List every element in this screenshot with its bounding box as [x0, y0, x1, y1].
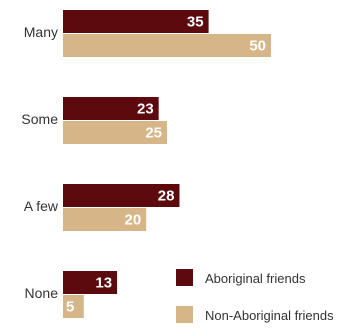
data-label-non-aboriginal-friends-a-few: 20 [125, 212, 142, 229]
bar-non-aboriginal-friends-none [63, 295, 84, 318]
data-label-aboriginal-friends-a-few: 28 [158, 188, 175, 205]
legend-swatch-non-aboriginal-friends [176, 306, 193, 323]
category-axis: Many Some A few None [21, 24, 58, 301]
legend-label-non-aboriginal-friends: Non-Aboriginal friends [205, 308, 334, 323]
bar-non-aboriginal-friends-a-few [63, 208, 147, 231]
legend-swatch-aboriginal-friends [176, 269, 193, 286]
legend-label-aboriginal-friends: Aboriginal friends [205, 271, 306, 286]
category-label-none: None [25, 285, 59, 301]
category-label-some: Some [21, 111, 58, 127]
data-label-aboriginal-friends-none: 13 [95, 275, 112, 292]
bar-non-aboriginal-friends-some [63, 121, 167, 144]
data-label-aboriginal-friends-many: 35 [187, 14, 204, 31]
category-label-many: Many [24, 24, 58, 40]
bar-aboriginal-friends-many [63, 10, 209, 33]
data-label-non-aboriginal-friends-none: 5 [66, 299, 74, 316]
data-label-non-aboriginal-friends-many: 50 [249, 38, 266, 55]
category-label-a-few: A few [24, 198, 59, 214]
data-label-aboriginal-friends-some: 23 [137, 101, 154, 118]
bar-aboriginal-friends-a-few [63, 184, 180, 207]
bar-aboriginal-friends-none [63, 271, 118, 294]
bars: 35 50 23 25 28 20 13 5 [63, 10, 271, 318]
legend: Aboriginal friends Non-Aboriginal friends [176, 269, 334, 323]
bar-aboriginal-friends-some [63, 97, 159, 120]
data-label-non-aboriginal-friends-some: 25 [145, 125, 162, 142]
bar-non-aboriginal-friends-many [63, 34, 271, 57]
